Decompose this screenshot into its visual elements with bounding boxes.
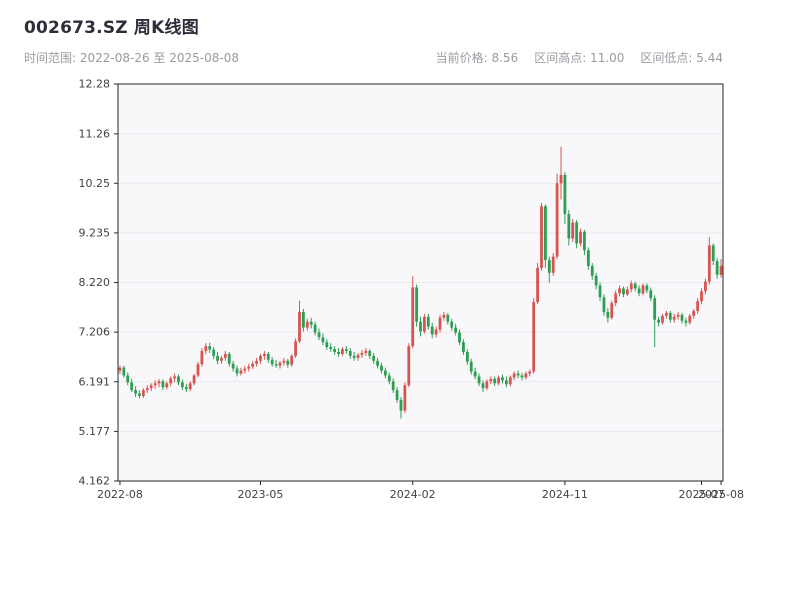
date-range-subtitle: 时间范围: 2022-08-26 至 2025-08-08 <box>24 51 239 65</box>
svg-text:7.206: 7.206 <box>79 326 111 339</box>
svg-text:8.220: 8.220 <box>79 276 111 289</box>
range-high-stat: 区间高点: 11.00 <box>534 51 625 65</box>
svg-text:2022-08: 2022-08 <box>97 488 143 501</box>
svg-text:10.25: 10.25 <box>79 177 111 190</box>
current-price-stat: 当前价格: 8.56 <box>435 51 519 65</box>
svg-text:5.177: 5.177 <box>79 425 111 438</box>
page-title: 002673.SZ 周K线图 <box>24 18 199 38</box>
svg-text:2024-11: 2024-11 <box>542 488 588 501</box>
price-stats: 当前价格: 8.56 区间高点: 11.00 区间低点: 5.44 <box>436 49 723 66</box>
svg-text:2025-07: 2025-07 <box>679 488 725 501</box>
svg-text:12.28: 12.28 <box>79 78 111 91</box>
svg-text:11.26: 11.26 <box>79 127 111 140</box>
svg-text:4.162: 4.162 <box>79 475 111 488</box>
svg-text:2024-02: 2024-02 <box>390 488 436 501</box>
svg-text:2023-05: 2023-05 <box>237 488 283 501</box>
svg-text:9.235: 9.235 <box>79 226 111 239</box>
svg-text:6.191: 6.191 <box>79 375 111 388</box>
svg-text:2025-08: 2025-08 <box>698 488 744 501</box>
range-low-stat: 区间低点: 5.44 <box>640 51 723 65</box>
